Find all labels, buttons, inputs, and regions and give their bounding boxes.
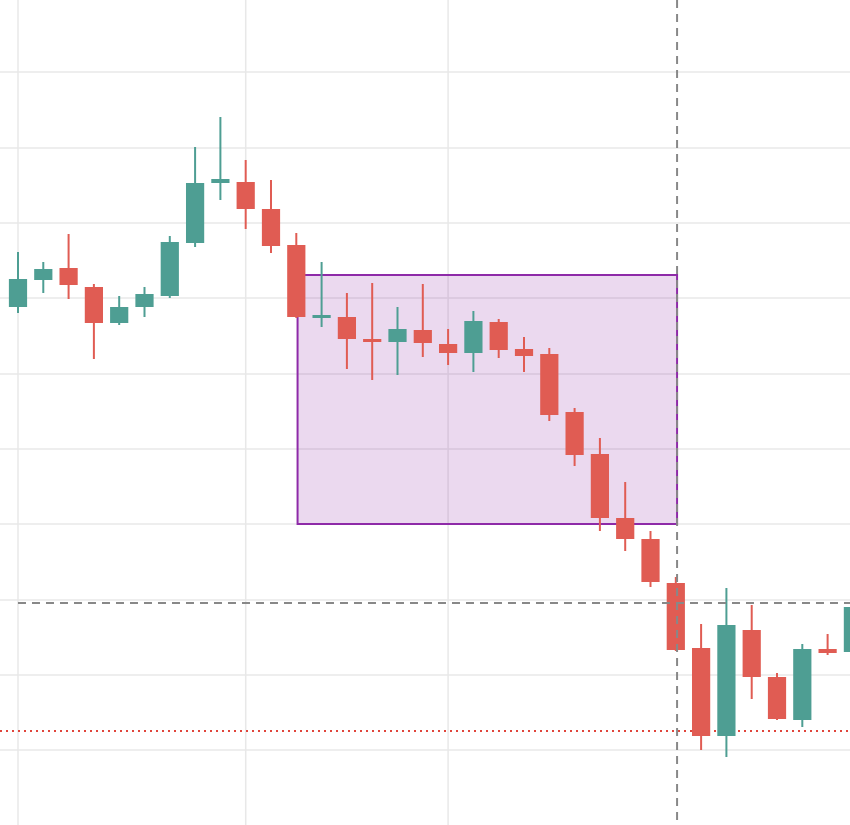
range-box [296, 274, 679, 525]
candle-body [464, 321, 483, 353]
candle-body [438, 344, 458, 353]
candle-body [514, 349, 534, 356]
candle-body [59, 268, 78, 285]
candle-body [110, 307, 129, 323]
candle-body [641, 539, 660, 582]
candle-body [312, 315, 331, 318]
candle-body [691, 648, 711, 736]
candle-body [666, 583, 685, 650]
candle-body [8, 279, 28, 307]
candle-body [767, 677, 787, 719]
candle-body [590, 454, 610, 518]
candle-body [793, 649, 812, 720]
candle-body [717, 625, 736, 736]
candle-body [211, 179, 230, 183]
candle-body [540, 354, 559, 415]
candle-body [337, 317, 357, 339]
candle-body [565, 412, 584, 455]
candle-body [489, 322, 508, 350]
candle-body [413, 330, 432, 343]
candle-body [236, 182, 255, 209]
candle-body [84, 287, 103, 323]
candle-body [287, 245, 306, 317]
candle-body [160, 242, 179, 296]
candle-body [818, 649, 837, 653]
candle-body [742, 630, 761, 677]
candle-body [388, 329, 407, 342]
candle-body [261, 209, 281, 246]
candle-body [363, 339, 382, 342]
candle-body [185, 183, 205, 243]
candle-body [34, 269, 53, 280]
candle-body [135, 294, 154, 307]
candle-body [843, 607, 850, 652]
candle-body [616, 518, 635, 539]
